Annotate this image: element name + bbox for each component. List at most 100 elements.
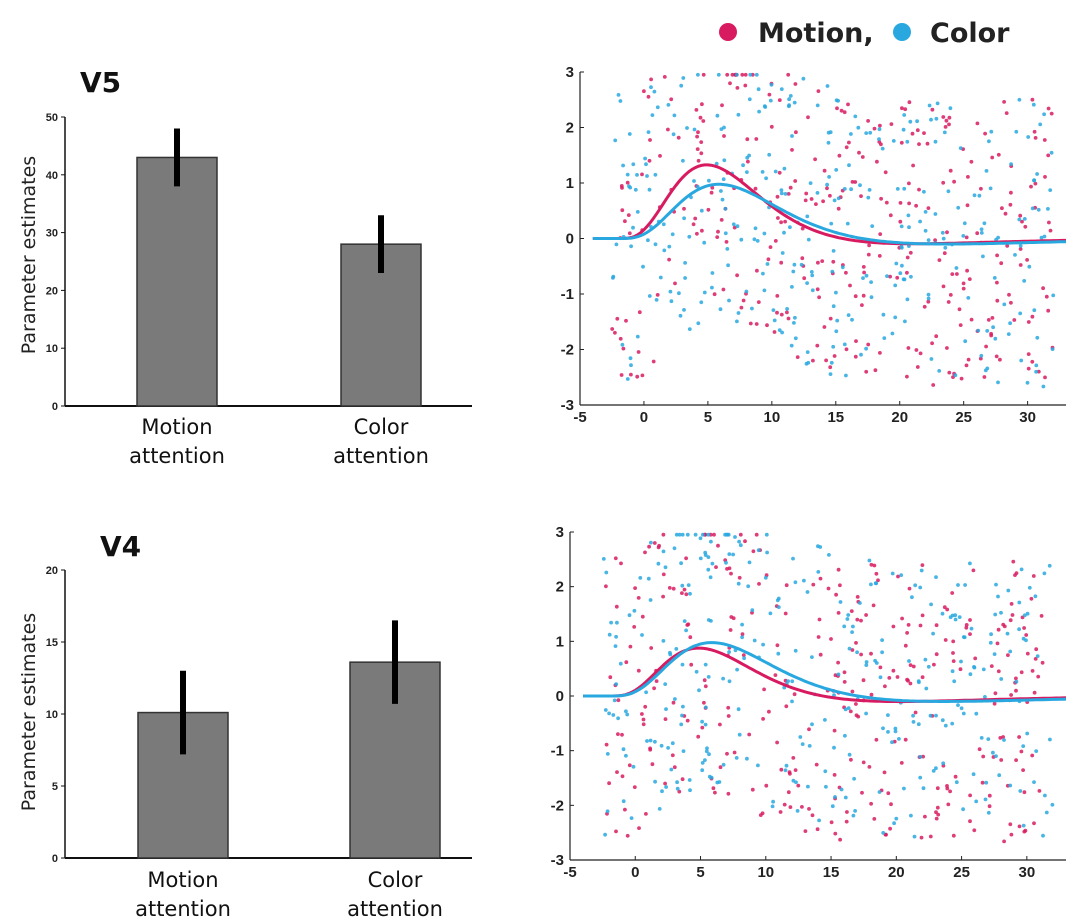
color-data-point [853, 114, 858, 119]
motion-data-point [807, 727, 811, 732]
color-data-point [890, 571, 895, 576]
motion-data-point [811, 582, 816, 587]
motion-data-point [803, 829, 808, 833]
color-data-point [982, 221, 987, 226]
color-data-point [940, 230, 945, 235]
color-data-point [899, 573, 904, 577]
color-data-point [959, 659, 963, 664]
category-label: Color [354, 415, 409, 439]
motion-data-point [619, 184, 624, 188]
color-data-point [625, 377, 630, 381]
motion-data-point [1029, 184, 1033, 189]
motion-data-point [810, 813, 815, 818]
color-data-point [918, 755, 923, 759]
motion-data-point [815, 343, 820, 348]
color-data-point [613, 138, 618, 143]
color-data-point [621, 799, 626, 804]
color-data-point [748, 72, 753, 77]
motion-data-point [685, 718, 690, 723]
color-data-point [644, 162, 648, 167]
motion-data-point [784, 704, 789, 709]
color-data-point [671, 132, 676, 137]
motion-data-point [935, 805, 940, 810]
motion-data-point [691, 222, 696, 227]
color-data-point [1019, 567, 1024, 572]
color-data-point [783, 192, 788, 196]
motion-data-point [923, 814, 927, 819]
motion-data-point [643, 704, 648, 709]
color-data-point [649, 85, 653, 90]
motion-data-point [636, 350, 641, 354]
motion-data-point [966, 175, 970, 179]
motion-data-point [1036, 674, 1041, 679]
motion-data-point [804, 191, 809, 196]
color-data-point [604, 570, 609, 575]
motion-data-point [765, 323, 769, 328]
color-data-point [726, 263, 730, 268]
motion-data-point [696, 158, 701, 163]
color-data-point [898, 271, 903, 276]
motion-data-point [946, 300, 951, 304]
color-data-point [611, 713, 616, 717]
motion-data-point [925, 141, 930, 146]
color-data-point [677, 291, 681, 296]
color-data-point [685, 532, 690, 537]
x-tick-label: -5 [573, 409, 586, 426]
motion-data-point [917, 142, 921, 147]
color-data-point [899, 244, 904, 249]
motion-data-point [816, 260, 820, 265]
motion-data-point [720, 103, 724, 108]
color-data-point [847, 163, 851, 168]
motion-data-point [616, 732, 620, 736]
motion-data-point [832, 354, 837, 358]
motion-data-point [875, 159, 879, 164]
motion-data-point [680, 591, 684, 595]
motion-data-point [952, 179, 956, 184]
color-data-point [968, 672, 973, 677]
color-data-point [834, 168, 839, 172]
color-data-point [986, 737, 991, 741]
color-data-point [629, 244, 633, 249]
color-data-point [838, 600, 843, 604]
motion-data-point [1002, 100, 1006, 104]
color-data-point [742, 656, 746, 661]
color-data-point [620, 342, 625, 347]
color-data-point [790, 679, 795, 684]
motion-data-point [813, 157, 817, 162]
color-data-point [827, 553, 831, 557]
color-data-point [1025, 731, 1030, 736]
color-data-point [810, 655, 814, 659]
motion-data-point [772, 330, 777, 334]
y-tick-label: -3 [561, 397, 574, 414]
motion-data-point [844, 270, 848, 275]
color-data-point [782, 230, 786, 235]
color-data-point [688, 788, 692, 793]
motion-data-point [1030, 97, 1035, 102]
color-data-point [1043, 793, 1047, 798]
color-data-point [611, 276, 615, 280]
motion-data-point [786, 790, 791, 795]
color-data-point [977, 193, 982, 198]
motion-data-point [793, 82, 798, 86]
motion-data-point [738, 532, 743, 537]
color-data-point [682, 216, 686, 221]
color-data-point [790, 699, 794, 704]
color-data-point [709, 539, 713, 544]
color-data-point [893, 315, 898, 320]
motion-data-point [950, 591, 955, 595]
color-data-point [981, 667, 986, 672]
color-data-point [831, 249, 836, 253]
color-data-point [672, 113, 677, 118]
motion-data-point [615, 316, 620, 321]
motion-data-point [816, 635, 821, 639]
color-data-point [700, 719, 704, 724]
motion-data-point [1046, 153, 1051, 158]
color-data-point [963, 583, 967, 587]
motion-data-point [826, 586, 831, 591]
motion-data-point [775, 643, 780, 648]
motion-data-point [700, 102, 704, 107]
motion-data-point [964, 623, 969, 627]
color-data-point [652, 89, 657, 94]
color-data-point [707, 774, 712, 779]
color-data-point [931, 631, 935, 636]
